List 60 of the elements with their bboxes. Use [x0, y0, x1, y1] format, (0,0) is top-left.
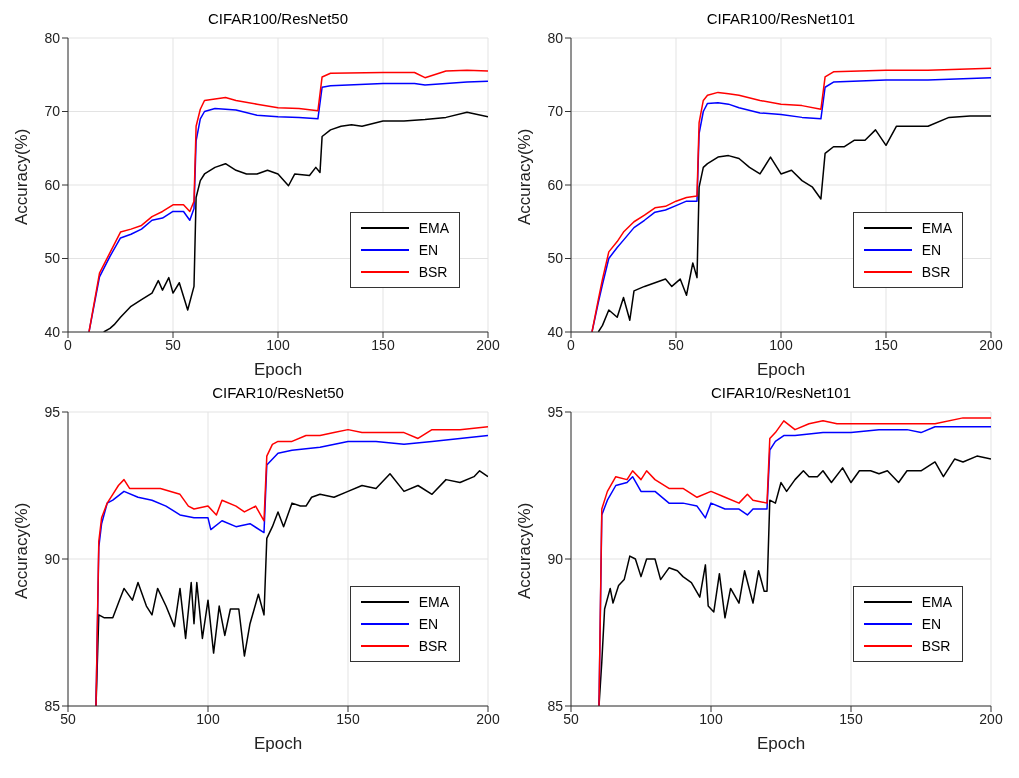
y-tick-label: 70: [547, 103, 564, 120]
y-axis-title: Accuracy(%): [12, 502, 32, 599]
x-tick-label: 50: [60, 710, 76, 727]
y-tick-label: 95: [44, 403, 61, 420]
y-axis-title: Accuracy(%): [515, 128, 535, 225]
y-tick-label: 40: [44, 323, 61, 340]
x-tick-label: 100: [196, 710, 220, 727]
y-tick-label: 90: [44, 550, 61, 567]
chart-title: CIFAR10/ResNet101: [709, 383, 853, 403]
y-tick-label: 85: [44, 697, 61, 714]
x-tick-label: 50: [165, 336, 181, 353]
legend-label: EMA: [418, 220, 449, 236]
chart-title: CIFAR100/ResNet101: [705, 9, 857, 29]
x-tick-label: 50: [563, 710, 579, 727]
x-axis-title: Epoch: [253, 360, 303, 379]
legend-label: EN: [418, 616, 439, 632]
chart-title: CIFAR10/ResNet50: [211, 383, 345, 403]
x-tick-label: 0: [64, 336, 73, 353]
y-tick-label: 85: [547, 697, 564, 714]
x-axis-title: Epoch: [253, 734, 303, 753]
legend-label: EN: [921, 242, 942, 258]
legend-label: BSR: [921, 264, 951, 280]
x-tick-label: 150: [839, 710, 863, 727]
y-tick-label: 80: [44, 29, 61, 46]
x-tick-label: 150: [874, 336, 898, 353]
y-tick-label: 60: [547, 176, 564, 193]
x-axis-title: Epoch: [756, 360, 806, 379]
legend-label: BSR: [921, 638, 951, 654]
line-series: [597, 115, 991, 332]
y-tick-label: 70: [44, 103, 61, 120]
legend-label: BSR: [418, 638, 448, 654]
x-axis-title: Epoch: [756, 734, 806, 753]
y-tick-label: 60: [44, 176, 61, 193]
y-tick-label: 95: [547, 403, 564, 420]
x-tick-label: 200: [979, 336, 1003, 353]
x-tick-label: 100: [266, 336, 290, 353]
x-tick-label: 100: [769, 336, 793, 353]
y-axis-title: Accuracy(%): [515, 502, 535, 599]
line-series: [102, 111, 488, 332]
legend-label: EMA: [921, 594, 952, 610]
y-tick-label: 80: [547, 29, 564, 46]
x-tick-label: 50: [668, 336, 684, 353]
x-tick-label: 200: [476, 336, 500, 353]
legend-label: EMA: [418, 594, 449, 610]
y-tick-label: 90: [547, 550, 564, 567]
legend-label: EN: [921, 616, 942, 632]
x-tick-label: 0: [567, 336, 576, 353]
legend-label: EN: [418, 242, 439, 258]
legend-label: BSR: [418, 264, 448, 280]
x-tick-label: 100: [699, 710, 723, 727]
chart-title: CIFAR100/ResNet50: [206, 9, 350, 29]
y-axis-title: Accuracy(%): [12, 128, 32, 225]
x-tick-label: 150: [371, 336, 395, 353]
x-tick-label: 200: [476, 710, 500, 727]
x-tick-label: 150: [336, 710, 360, 727]
legend-label: EMA: [921, 220, 952, 236]
x-tick-label: 200: [979, 710, 1003, 727]
y-tick-label: 50: [44, 250, 61, 267]
y-tick-label: 40: [547, 323, 564, 340]
y-tick-label: 50: [547, 250, 564, 267]
